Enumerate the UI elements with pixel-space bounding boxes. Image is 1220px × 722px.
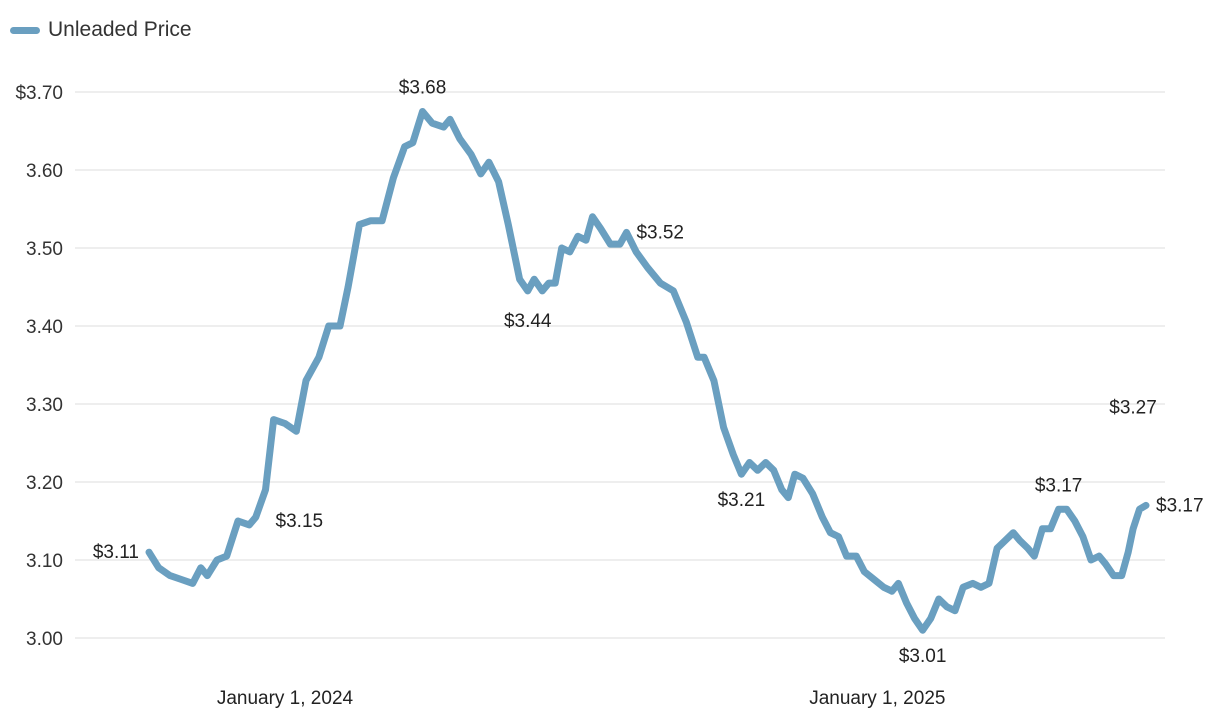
data-label: $3.44 — [504, 311, 552, 332]
y-tick-label: 3.60 — [26, 161, 63, 182]
x-tick-label: January 1, 2024 — [217, 688, 354, 709]
chart-legend: Unleaded Price — [10, 18, 192, 42]
y-tick-label: 3.00 — [26, 629, 63, 650]
data-label: $3.11 — [93, 542, 139, 563]
gridlines — [75, 91, 1165, 639]
data-label: $3.68 — [399, 78, 447, 99]
data-label: $3.01 — [899, 646, 947, 667]
y-tick-label: 3.10 — [26, 551, 63, 572]
y-tick-label: 3.20 — [26, 473, 63, 494]
data-label: $3.27 — [1109, 397, 1157, 418]
y-tick-label: 3.50 — [26, 239, 63, 260]
x-tick-label: January 1, 2025 — [809, 688, 945, 709]
y-tick-label: 3.40 — [26, 317, 63, 338]
x-axis-ticks: January 1, 2024 January 1, 2025 — [217, 688, 946, 709]
data-label: $3.21 — [718, 490, 766, 511]
data-label: $3.17 — [1156, 495, 1204, 516]
series-line — [145, 108, 1150, 634]
y-axis-ticks: $3.70 3.60 3.50 3.40 3.30 3.20 3.10 3.00 — [15, 83, 63, 650]
y-tick-label: $3.70 — [15, 83, 63, 104]
data-label: $3.15 — [276, 511, 324, 532]
legend-label: Unleaded Price — [48, 18, 192, 41]
data-label: $3.17 — [1035, 475, 1083, 496]
data-label: $3.52 — [636, 222, 684, 243]
y-tick-label: 3.30 — [26, 395, 63, 416]
data-labels: $3.11 $3.15 $3.68 $3.44 $3.52 $3.21 $3.01 $3.17… — [93, 78, 1204, 668]
legend-swatch — [10, 26, 40, 34]
series-group — [145, 108, 1150, 634]
